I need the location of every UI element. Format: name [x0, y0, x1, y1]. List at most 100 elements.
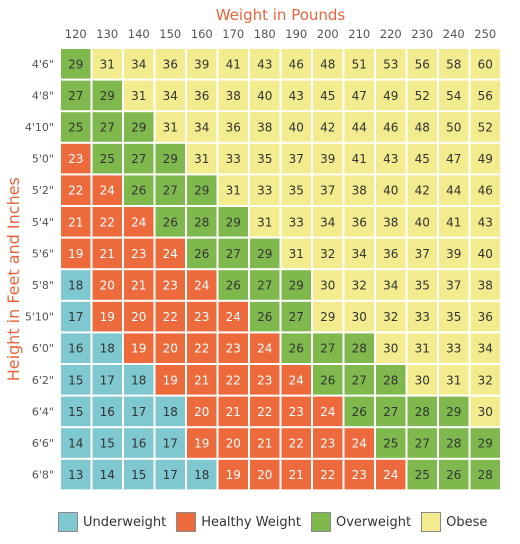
legend-label: Healthy Weight — [201, 514, 301, 530]
bmi-cell — [470, 333, 500, 363]
bmi-cell — [61, 333, 91, 363]
bmi-cell — [376, 143, 406, 174]
bmi-value-label: 49 — [383, 89, 398, 103]
bmi-cell — [313, 49, 343, 79]
bmi-value-label: 37 — [446, 279, 461, 293]
bmi-cell — [376, 175, 406, 205]
bmi-value-label: 25 — [383, 437, 398, 451]
bmi-value-label: 41 — [352, 152, 367, 166]
bmi-cell — [281, 428, 311, 458]
bmi-value-label: 48 — [415, 121, 430, 135]
bmi-cell — [344, 207, 374, 237]
bmi-cell — [250, 396, 280, 427]
bmi-value-label: 38 — [257, 121, 272, 135]
bmi-value-label: 33 — [446, 342, 461, 356]
bmi-value-label: 40 — [415, 215, 430, 229]
bmi-value-label: 44 — [446, 184, 461, 198]
bmi-value-label: 47 — [352, 89, 367, 103]
bmi-value-label: 24 — [320, 405, 335, 419]
bmi-value-label: 24 — [100, 184, 115, 198]
bmi-cell — [124, 49, 154, 79]
bmi-value-label: 26 — [194, 247, 209, 261]
bmi-cell — [155, 428, 185, 458]
bmi-value-label: 18 — [131, 373, 146, 387]
bmi-value-label: 30 — [320, 279, 335, 293]
bmi-cell — [470, 459, 500, 490]
bmi-cell — [439, 143, 469, 174]
bmi-value-label: 43 — [383, 152, 398, 166]
bmi-value-label: 48 — [320, 57, 335, 71]
bmi-value-label: 25 — [415, 468, 430, 482]
bmi-value-label: 36 — [383, 247, 398, 261]
bmi-value-label: 56 — [415, 57, 430, 71]
bmi-cell — [313, 333, 343, 363]
bmi-cell — [92, 301, 122, 332]
y-tick-label: 5'10" — [25, 311, 54, 324]
bmi-cell — [407, 143, 437, 174]
bmi-cell — [218, 80, 248, 111]
bmi-cell — [470, 270, 500, 300]
bmi-cell — [470, 238, 500, 269]
bmi-value-label: 29 — [163, 152, 178, 166]
y-tick-label: 4'8" — [32, 89, 54, 102]
bmi-value-label: 58 — [446, 57, 461, 71]
bmi-value-label: 21 — [68, 215, 83, 229]
bmi-cell — [470, 301, 500, 332]
x-tick-label: 190 — [285, 27, 307, 41]
bmi-cell — [313, 459, 343, 490]
bmi-value-label: 31 — [257, 215, 272, 229]
legend-label: Obese — [446, 514, 488, 530]
bmi-value-label: 33 — [415, 310, 430, 324]
bmi-cell — [155, 143, 185, 174]
bmi-cell — [218, 301, 248, 332]
bmi-cell — [218, 112, 248, 142]
bmi-value-label: 23 — [320, 437, 335, 451]
bmi-cell — [250, 238, 280, 269]
bmi-value-label: 39 — [320, 152, 335, 166]
bmi-cell — [281, 365, 311, 395]
bmi-cell — [376, 207, 406, 237]
bmi-value-label: 19 — [131, 342, 146, 356]
bmi-cell — [313, 301, 343, 332]
bmi-cell — [313, 80, 343, 111]
bmi-value-label: 17 — [100, 373, 115, 387]
bmi-value-label: 31 — [415, 342, 430, 356]
bmi-cell — [407, 207, 437, 237]
bmi-value-label: 23 — [257, 373, 272, 387]
bmi-value-label: 33 — [257, 184, 272, 198]
bmi-value-label: 40 — [257, 89, 272, 103]
bmi-cell — [439, 428, 469, 458]
bmi-value-label: 14 — [68, 437, 83, 451]
bmi-value-label: 27 — [320, 342, 335, 356]
bmi-cell — [250, 49, 280, 79]
bmi-cell — [439, 333, 469, 363]
bmi-cell — [407, 396, 437, 427]
bmi-value-label: 14 — [100, 468, 115, 482]
bmi-cell — [218, 396, 248, 427]
bmi-cell — [124, 333, 154, 363]
legend-label: Underweight — [83, 514, 167, 530]
bmi-cell — [92, 207, 122, 237]
bmi-cell — [407, 238, 437, 269]
bmi-value-label: 31 — [131, 89, 146, 103]
bmi-cell — [250, 80, 280, 111]
bmi-cell — [439, 396, 469, 427]
bmi-value-label: 54 — [446, 89, 461, 103]
bmi-value-label: 35 — [289, 184, 304, 198]
bmi-value-label: 30 — [415, 373, 430, 387]
bmi-value-label: 27 — [415, 437, 430, 451]
bmi-value-label: 16 — [131, 437, 146, 451]
bmi-value-label: 31 — [289, 247, 304, 261]
bmi-value-label: 31 — [100, 57, 115, 71]
bmi-cell — [124, 175, 154, 205]
bmi-value-label: 23 — [226, 342, 241, 356]
bmi-cell — [250, 143, 280, 174]
bmi-value-label: 35 — [257, 152, 272, 166]
bmi-value-label: 24 — [383, 468, 398, 482]
bmi-value-label: 26 — [320, 373, 335, 387]
bmi-value-label: 20 — [163, 342, 178, 356]
bmi-value-label: 37 — [289, 152, 304, 166]
bmi-cell — [281, 80, 311, 111]
bmi-value-label: 28 — [478, 468, 493, 482]
bmi-cell — [281, 112, 311, 142]
